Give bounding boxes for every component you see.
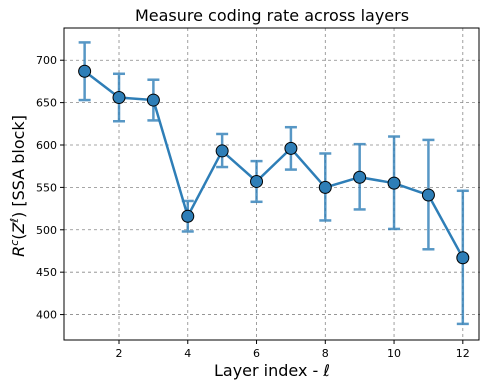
data-point xyxy=(215,144,229,158)
data-point xyxy=(250,174,264,188)
data-point xyxy=(318,180,332,194)
data-point xyxy=(181,209,195,223)
y-tick-label: 700 xyxy=(36,54,57,67)
x-axis-label: Layer index - ℓ xyxy=(214,361,330,380)
data-point xyxy=(353,170,367,184)
y-axis-label: Rc(Zℓ) [SSA block] xyxy=(8,115,28,257)
y-tick-label: 550 xyxy=(36,181,57,194)
data-point xyxy=(112,91,126,105)
data-points xyxy=(78,64,470,265)
data-point xyxy=(146,93,160,107)
y-tick-label: 600 xyxy=(36,139,57,152)
y-tick-label: 450 xyxy=(36,266,57,279)
data-point xyxy=(284,141,298,155)
data-point xyxy=(78,64,92,78)
x-axis-ticks: 2 4 6 8 10 12 xyxy=(116,340,470,360)
x-tick-label: 6 xyxy=(253,347,260,360)
x-tick-label: 2 xyxy=(116,347,123,360)
data-point xyxy=(456,251,470,265)
data-point xyxy=(387,176,401,190)
plot-frame xyxy=(63,27,480,341)
y-tick-label: 650 xyxy=(36,97,57,110)
x-tick-label: 8 xyxy=(322,347,329,360)
x-tick-label: 12 xyxy=(456,347,470,360)
x-tick-label: 4 xyxy=(184,347,191,360)
grid xyxy=(64,28,480,340)
y-axis-ticks: 400 450 500 550 600 650 700 xyxy=(36,54,64,322)
x-tick-label: 10 xyxy=(387,347,401,360)
y-tick-label: 400 xyxy=(36,309,57,322)
error-bars xyxy=(78,41,469,326)
chart-title: Measure coding rate across layers xyxy=(135,6,409,25)
y-tick-label: 500 xyxy=(36,224,57,237)
data-point xyxy=(421,188,435,202)
